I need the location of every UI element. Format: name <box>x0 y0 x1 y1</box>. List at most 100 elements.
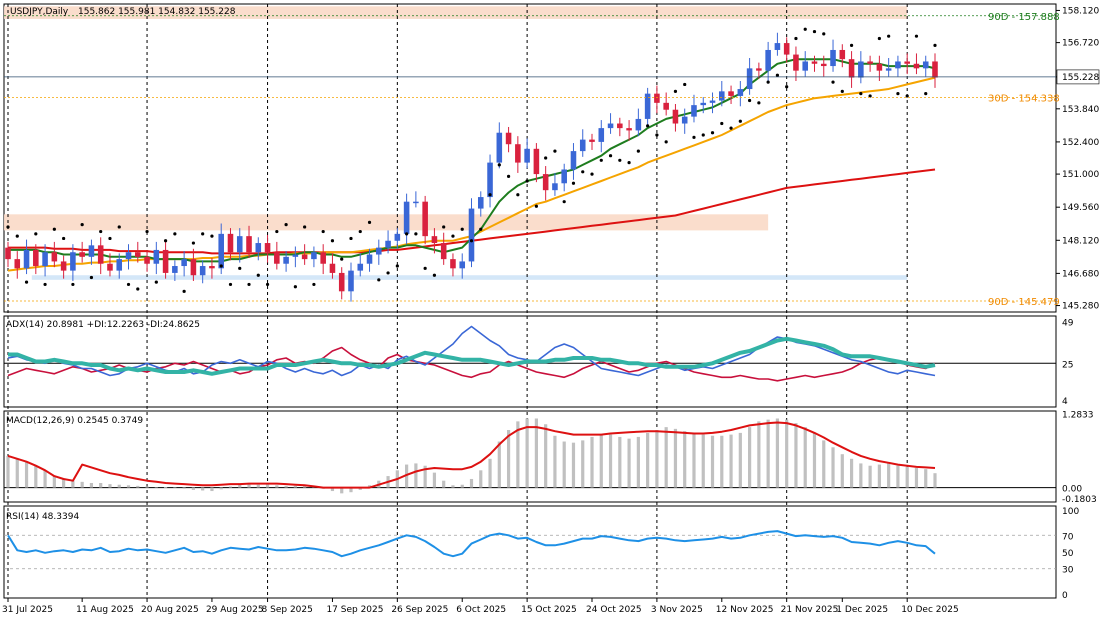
candle-body <box>617 123 623 129</box>
macd-histogram-bar <box>757 421 761 488</box>
psar-dot <box>738 119 742 123</box>
macd-histogram-bar <box>840 454 844 488</box>
macd-histogram-bar <box>99 482 103 488</box>
candle-body <box>199 266 206 276</box>
psar-dot <box>247 282 251 287</box>
candle-body <box>691 105 697 117</box>
candle-body <box>394 233 401 241</box>
macd-histogram-bar <box>914 468 919 488</box>
adx-indicator <box>4 325 1056 382</box>
psar-dot <box>377 278 381 282</box>
macd-histogram-bar <box>849 458 854 488</box>
candle-body <box>403 201 410 234</box>
macd-histogram-bar <box>544 424 548 488</box>
macd-histogram-bar <box>590 436 594 488</box>
candle-body <box>839 49 846 60</box>
candle-body <box>366 254 373 264</box>
psar-dot <box>303 225 307 229</box>
macd-histogram-bar <box>238 484 242 488</box>
psar-dot <box>219 264 223 268</box>
candle-body <box>51 252 58 262</box>
psar-dot <box>525 179 529 183</box>
macd-histogram-bar <box>488 458 492 488</box>
rsi-tick-label: 0 <box>1062 591 1068 601</box>
macd-tick-label: -0.1803 <box>1062 495 1097 505</box>
candle-body <box>292 254 299 257</box>
candle-body <box>654 93 660 103</box>
psar-dot <box>849 43 854 47</box>
macd-histogram-bar <box>6 455 10 488</box>
psar-dot <box>785 85 789 89</box>
macd-histogram-bar <box>599 434 603 488</box>
candle-body <box>134 252 141 257</box>
candle-body <box>913 63 920 69</box>
date-tick-label: 3 Nov 2025 <box>651 605 703 615</box>
candle-body <box>357 263 364 271</box>
macd-histogram-bar <box>608 434 613 488</box>
psar-dot <box>664 140 668 144</box>
psar-dot <box>831 80 835 84</box>
psar-dot <box>321 229 325 234</box>
macd-histogram-bar <box>460 484 464 488</box>
macd-tick-label: 0.00 <box>1062 485 1082 495</box>
macd-histogram-bar <box>618 436 622 488</box>
candle-body <box>672 109 679 124</box>
macd-histogram-bar <box>228 486 233 488</box>
macd-histogram-bar <box>729 434 733 488</box>
candle-body <box>227 233 234 253</box>
macd-histogram-bar <box>52 476 56 488</box>
macd-histogram-bar <box>432 472 437 488</box>
psar-dot <box>52 227 56 231</box>
psar-dot <box>905 94 909 98</box>
psar-dot <box>293 285 297 289</box>
macd-histogram-bar <box>469 478 474 488</box>
macd-histogram-bar <box>479 470 483 488</box>
macd-histogram-bar <box>340 487 344 494</box>
macd-histogram-bar <box>933 473 937 488</box>
psar-dot <box>182 289 186 293</box>
candle-body <box>848 59 855 78</box>
parabolic-sar-dots <box>6 27 937 293</box>
rsi-line <box>7 530 936 558</box>
candle-body <box>348 270 354 292</box>
candle-body <box>107 263 113 271</box>
psar-dot <box>914 34 919 38</box>
psar-dot <box>859 92 863 96</box>
candle-body <box>904 61 910 64</box>
candle-body <box>820 63 827 67</box>
psar-dot <box>469 239 474 243</box>
macd-histogram-bar <box>636 436 640 488</box>
macd-histogram-bar <box>163 487 168 488</box>
candle-body <box>811 61 818 64</box>
psar-dot <box>534 204 538 208</box>
date-tick-label: 29 Aug 2025 <box>206 605 264 615</box>
macd-histogram-bar <box>525 418 529 488</box>
macd-histogram-bar <box>182 487 186 489</box>
price-tick-label: 156.720 <box>1062 39 1099 49</box>
macd-histogram-bar <box>748 427 752 488</box>
psar-dot <box>544 156 548 160</box>
candle-body <box>867 61 873 64</box>
macd-histogram-bar <box>701 434 705 488</box>
candle-body <box>737 89 744 96</box>
psar-dot <box>330 239 335 243</box>
candle-body <box>858 61 864 78</box>
psar-dot <box>71 282 75 287</box>
psar-dot <box>145 229 149 234</box>
macd-histogram-bar <box>581 440 585 488</box>
psar-dot <box>627 160 631 165</box>
candle-body <box>125 252 132 260</box>
macd-histogram-bar <box>265 484 270 488</box>
psar-dot <box>423 266 427 270</box>
psar-dot <box>367 220 372 224</box>
date-tick-label: 12 Nov 2025 <box>716 605 774 615</box>
psar-dot <box>488 193 492 197</box>
psar-dot <box>405 232 409 236</box>
macd-histogram-bar <box>256 484 260 488</box>
psar-dot <box>701 133 705 137</box>
date-tick-label: 8 Sep 2025 <box>262 605 313 615</box>
macd-histogram-bar <box>646 432 650 488</box>
macd-histogram-bar <box>219 487 223 490</box>
candle-body <box>33 249 39 267</box>
level-label: 90D - 157.888 <box>988 12 1060 23</box>
